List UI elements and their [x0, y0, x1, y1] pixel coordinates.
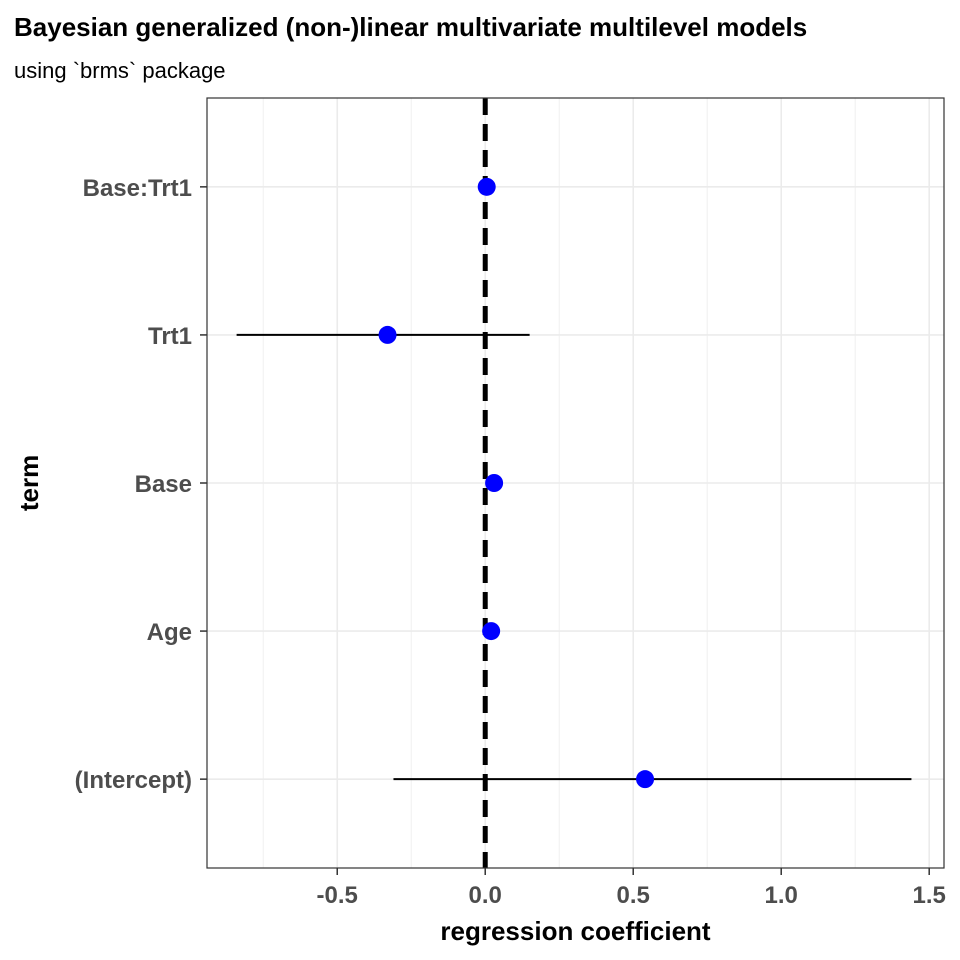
- y-tick-label: (Intercept): [75, 767, 192, 794]
- x-axis-ticks: -0.5 0.0 0.5 1.0 1.5: [317, 868, 946, 909]
- x-tick-label: 0.0: [469, 882, 502, 909]
- y-axis-title: term: [14, 455, 44, 511]
- x-tick-label: 1.5: [913, 882, 946, 909]
- y-tick-label: Age: [147, 619, 192, 646]
- chart-subtitle: using `brms` package: [14, 58, 226, 83]
- y-axis-ticks: (Intercept) Age Base Trt1 Base:Trt1: [75, 175, 207, 794]
- x-axis-title: regression coefficient: [440, 916, 711, 946]
- x-tick-label: 1.0: [765, 882, 798, 909]
- point-Base: [485, 474, 504, 492]
- x-tick-label: 0.5: [617, 882, 650, 909]
- point-Trt1: [378, 325, 397, 344]
- chart-title: Bayesian generalized (non-)linear multiv…: [14, 12, 808, 42]
- point-(Intercept): [636, 770, 655, 789]
- major-gridlines: [207, 98, 944, 868]
- y-tick-label: Base: [135, 471, 192, 498]
- estimate-points: [378, 177, 655, 789]
- point-Base:Trt1: [477, 177, 496, 196]
- y-tick-label: Trt1: [148, 323, 192, 350]
- x-tick-label: -0.5: [317, 882, 358, 909]
- point-Age: [482, 622, 501, 641]
- y-tick-label: Base:Trt1: [83, 175, 192, 202]
